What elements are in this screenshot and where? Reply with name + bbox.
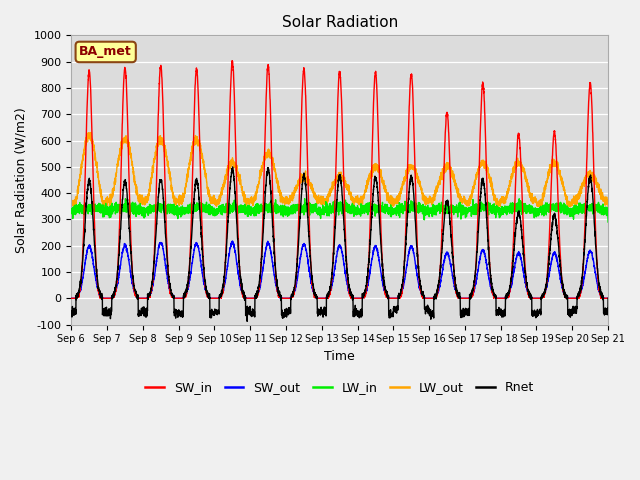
- Legend: SW_in, SW_out, LW_in, LW_out, Rnet: SW_in, SW_out, LW_in, LW_out, Rnet: [140, 376, 539, 399]
- Text: BA_met: BA_met: [79, 46, 132, 59]
- Title: Solar Radiation: Solar Radiation: [282, 15, 398, 30]
- Y-axis label: Solar Radiation (W/m2): Solar Radiation (W/m2): [15, 107, 28, 253]
- X-axis label: Time: Time: [324, 350, 355, 363]
